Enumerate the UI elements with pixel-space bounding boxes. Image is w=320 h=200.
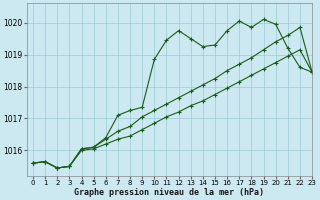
X-axis label: Graphe pression niveau de la mer (hPa): Graphe pression niveau de la mer (hPa) [75, 188, 265, 197]
